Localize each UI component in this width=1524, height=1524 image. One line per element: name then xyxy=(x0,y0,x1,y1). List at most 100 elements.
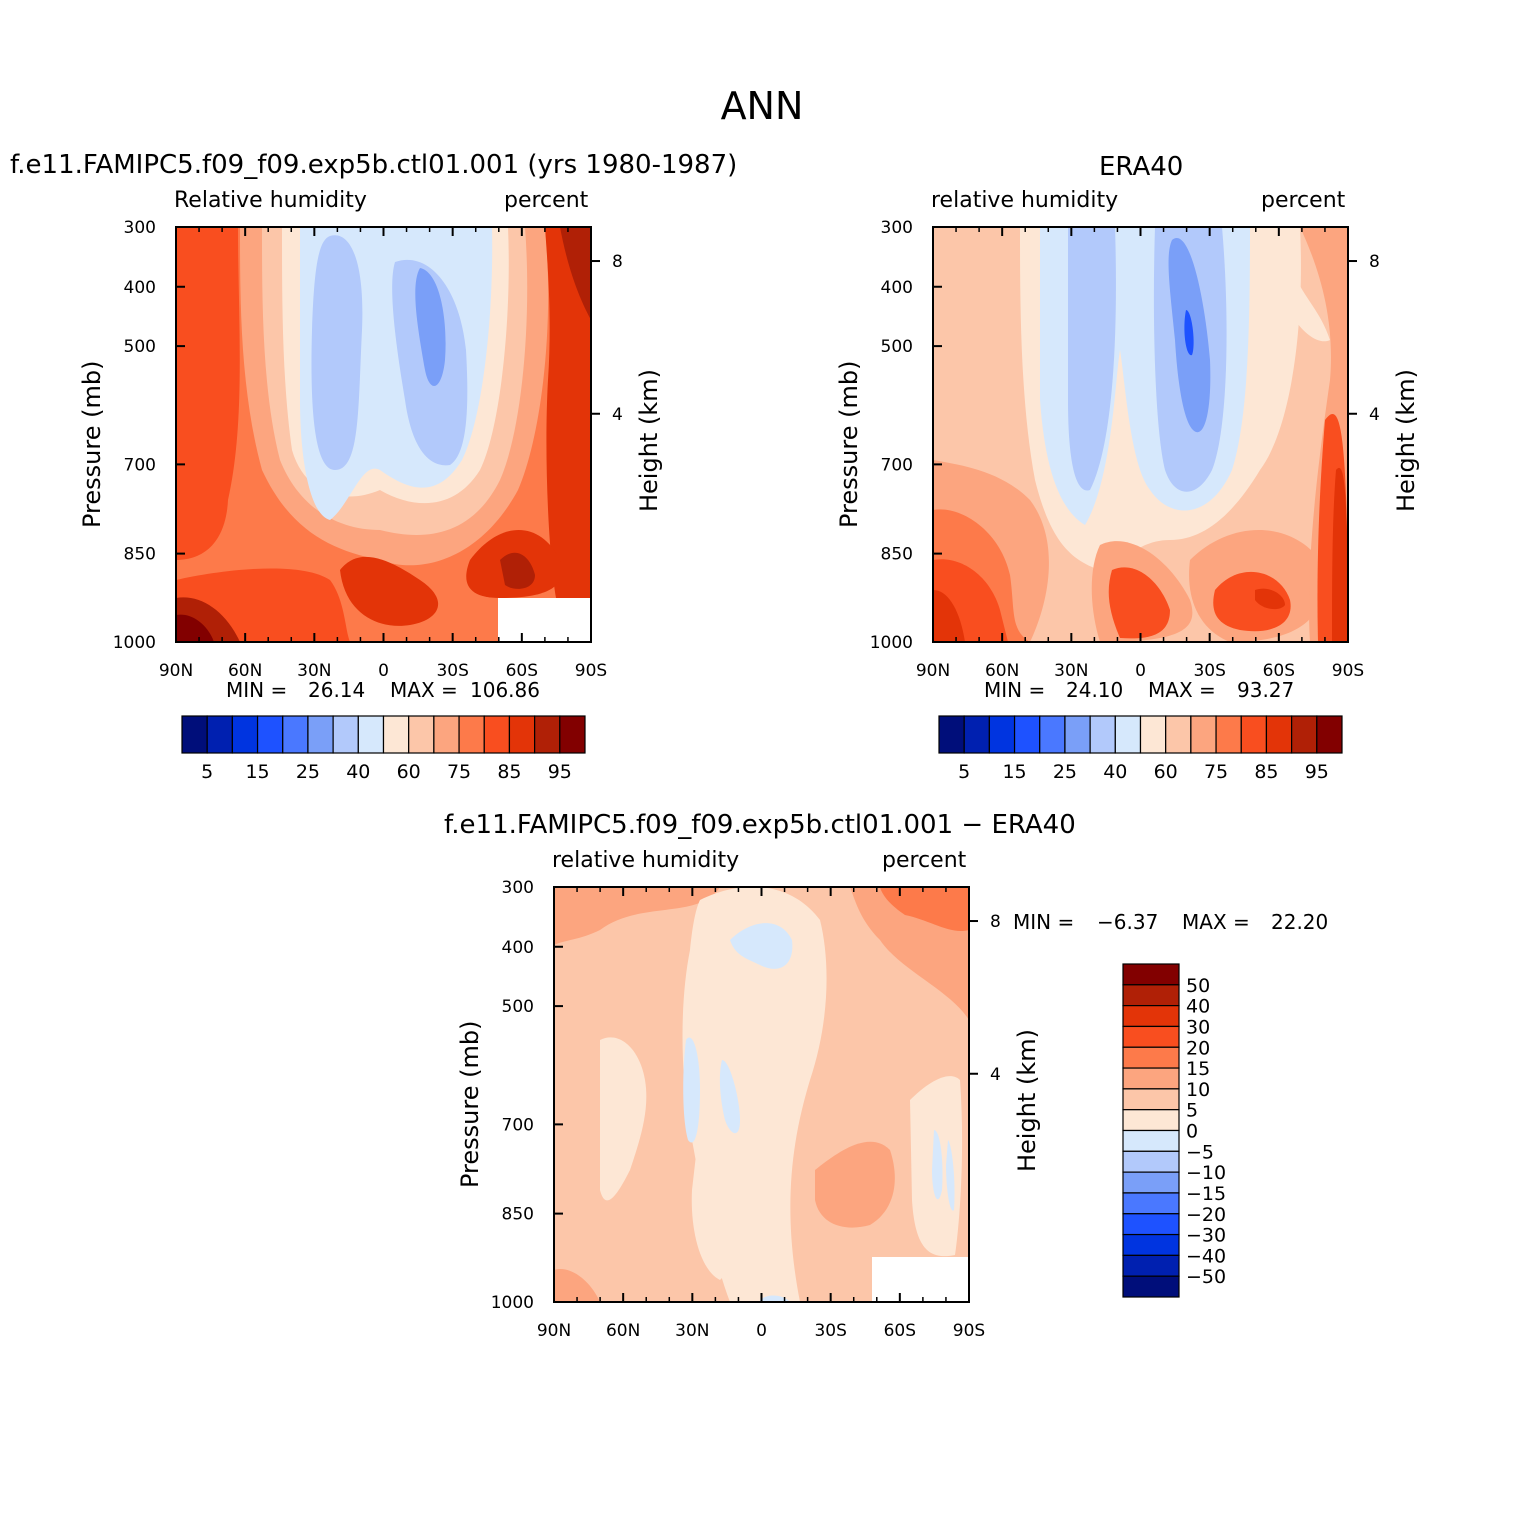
x-tick-label: 90N xyxy=(537,1321,571,1341)
colorbar-label: 40 xyxy=(346,761,370,783)
colorbar-label: 30 xyxy=(1186,1016,1210,1038)
x-tick-label: 30S xyxy=(1193,661,1225,681)
colorbar-swatch xyxy=(357,715,385,754)
y-right-tick-label: 4 xyxy=(612,405,623,425)
colorbar-label: 40 xyxy=(1103,761,1127,783)
colorbar-label: 95 xyxy=(1305,761,1329,783)
panel2-min-label: MIN = xyxy=(984,678,1046,702)
colorbar-swatch xyxy=(1316,715,1343,754)
y-tick-label: 850 xyxy=(124,545,156,565)
x-tick-label: 90S xyxy=(1332,661,1364,681)
panel2-max-label: MAX = xyxy=(1148,678,1216,702)
colorbar-label: 20 xyxy=(1186,1037,1210,1059)
colorbar-swatch xyxy=(534,715,561,754)
y-right-tick-label: 4 xyxy=(990,1065,1001,1085)
panel2-title: ERA40 xyxy=(1099,152,1184,182)
panel3-min: −6.37 xyxy=(1097,910,1159,934)
colorbar-label: 95 xyxy=(548,761,572,783)
x-tick-label: 90S xyxy=(953,1321,985,1341)
panel3-max: 22.20 xyxy=(1271,910,1329,934)
colorbar-swatch xyxy=(332,715,359,754)
panel1-max-label: MAX = xyxy=(390,678,458,702)
colorbar-swatch xyxy=(231,715,259,754)
colorbar-label: 25 xyxy=(296,761,320,783)
x-tick-label: 0 xyxy=(1135,661,1146,681)
y-tick-label: 400 xyxy=(502,938,534,958)
panel2-variable: relative humidity xyxy=(931,188,1119,213)
colorbar-label: 40 xyxy=(1186,996,1210,1018)
colorbar-label: 75 xyxy=(447,761,471,783)
colorbar-swatch xyxy=(256,715,284,754)
colorbar-swatch xyxy=(1122,1109,1180,1132)
colorbar-swatch xyxy=(988,715,1016,754)
y-tick-label: 700 xyxy=(502,1115,534,1135)
colorbar-swatch xyxy=(1122,1088,1180,1111)
colorbar-swatch xyxy=(1089,715,1116,754)
panel1-min-label: MIN = xyxy=(226,678,288,702)
y-right-tick-label: 8 xyxy=(990,912,1001,932)
colorbar-swatch xyxy=(408,715,435,754)
x-tick-label: 60N xyxy=(228,661,262,681)
colorbar-swatch xyxy=(1265,715,1293,754)
x-tick-label: 90N xyxy=(159,661,193,681)
colorbar-swatch xyxy=(382,715,410,754)
y-tick-label: 500 xyxy=(124,337,156,357)
x-tick-label: 30N xyxy=(297,661,331,681)
panel2-units: percent xyxy=(1261,188,1346,213)
colorbar-label: 75 xyxy=(1204,761,1228,783)
colorbar-label: −30 xyxy=(1186,1225,1226,1247)
colorbar-swatch xyxy=(1165,715,1192,754)
panel2-min: 24.10 xyxy=(1066,678,1124,702)
x-tick-label: 30S xyxy=(436,661,468,681)
colorbar-swatch xyxy=(1122,1046,1180,1069)
colorbar-swatch xyxy=(307,715,334,754)
colorbar-label: 5 xyxy=(958,761,970,783)
y-tick-label: 1000 xyxy=(491,1293,534,1313)
colorbar-swatch xyxy=(1122,1275,1180,1298)
colorbar-label: 15 xyxy=(1186,1058,1210,1080)
panel1-variable: Relative humidity xyxy=(174,188,367,213)
y-tick-label: 850 xyxy=(502,1205,534,1225)
x-tick-label: 60N xyxy=(985,661,1019,681)
colorbar-swatch xyxy=(1122,1129,1180,1152)
colorbar-swatch xyxy=(181,715,208,754)
y-tick-label: 300 xyxy=(502,878,534,898)
colorbar-swatch xyxy=(1122,1171,1180,1194)
x-tick-label: 60S xyxy=(506,661,538,681)
panel3-units: percent xyxy=(882,848,967,873)
colorbar-swatch xyxy=(1215,715,1242,754)
y-right-tick-label: 8 xyxy=(612,252,623,272)
colorbar-label: 50 xyxy=(1186,975,1210,997)
colorbar-swatch xyxy=(508,715,536,754)
panel3-axes: 90N 60N 30N 0 30S 60S 90S 300 400 500 700 850 1000 8 4 xyxy=(491,878,1001,1341)
x-tick-label: 60S xyxy=(1263,661,1295,681)
panel2-axes: 90N 60N 30N 0 30S 60S 90S 300 400 500 700 850 1000 8 4 xyxy=(870,218,1380,681)
colorbar-label: −15 xyxy=(1186,1183,1226,1205)
colorbar-label: 15 xyxy=(245,761,269,783)
colorbar-swatch xyxy=(1122,1254,1180,1277)
colorbar-swatch xyxy=(1114,715,1142,754)
colorbar-label: 60 xyxy=(397,761,421,783)
panel3-title: f.e11.FAMIPC5.f09_f09.exp5b.ctl01.001 − … xyxy=(444,810,1076,840)
panel3-field xyxy=(554,887,969,1302)
colorbar-swatch xyxy=(938,715,965,754)
x-tick-label: 0 xyxy=(756,1321,767,1341)
colorbar-label: 5 xyxy=(1186,1100,1198,1122)
y-tick-label: 1000 xyxy=(870,633,913,653)
colorbar-label: 25 xyxy=(1053,761,1077,783)
colorbar-swatch xyxy=(1190,715,1217,754)
panel2-max: 93.27 xyxy=(1237,678,1295,702)
colorbar-1: 5 15 25 40 60 75 85 95 xyxy=(181,715,586,783)
colorbar-label: 60 xyxy=(1154,761,1178,783)
colorbar-label: −50 xyxy=(1186,1266,1226,1288)
panel1-axes: 90N 60N 30N 0 30S 60S 90S 300 400 500 700 850 1000 8 4 xyxy=(113,218,623,681)
y-tick-label: 700 xyxy=(124,455,156,475)
colorbar-swatch xyxy=(1122,1067,1180,1090)
x-tick-label: 90S xyxy=(575,661,607,681)
colorbar-swatch xyxy=(1122,1213,1180,1236)
panel3-variable: relative humidity xyxy=(552,848,740,873)
y-right-tick-label: 4 xyxy=(1369,405,1380,425)
colorbar-label: −20 xyxy=(1186,1204,1226,1226)
